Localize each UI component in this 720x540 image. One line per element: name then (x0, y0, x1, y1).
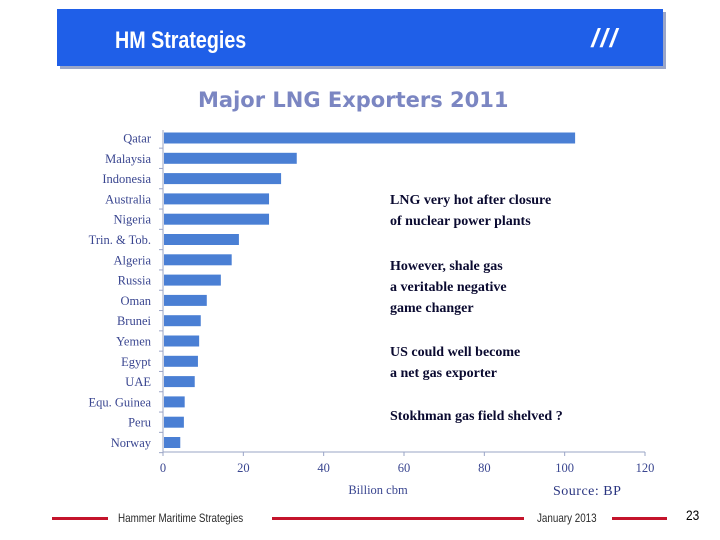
bar-6 (164, 254, 232, 266)
bar-15 (164, 437, 181, 448)
bar-9 (164, 315, 201, 327)
annotation-2-line-3: game changer (390, 301, 474, 316)
bar-0 (164, 132, 576, 144)
category-label-9: Brunei (117, 314, 152, 328)
category-label-13: Equ. Guinea (89, 395, 152, 409)
annotation-1-line-1: LNG very hot after closure (390, 193, 552, 208)
bar-2 (164, 173, 282, 185)
category-label-4: Nigeria (114, 213, 152, 227)
x-tick-label-3: 60 (398, 461, 411, 475)
annotation-3-line-1: US could well become (390, 345, 521, 360)
bar-13 (164, 396, 185, 408)
category-label-12: UAE (125, 375, 151, 389)
category-label-6: Algeria (114, 253, 152, 267)
category-label-2: Indonesia (102, 172, 151, 186)
category-label-5: Trin. & Tob. (89, 233, 151, 247)
bar-7 (164, 274, 221, 286)
annotation-3-line-2: a net gas exporter (390, 366, 497, 381)
header-mark: /// (591, 23, 619, 53)
category-label-15: Norway (111, 436, 152, 450)
bar-8 (164, 294, 207, 306)
footer-company: Hammer Maritime Strategies (118, 511, 244, 525)
category-label-14: Peru (128, 416, 152, 430)
x-tick-label-0: 0 (160, 461, 166, 475)
category-label-3: Australia (105, 192, 151, 206)
bar-14 (164, 416, 184, 428)
x-tick-label-6: 120 (636, 461, 655, 475)
page-number: 23 (686, 507, 700, 523)
footer-rule-right (612, 517, 667, 520)
source-note: Source: BP (553, 484, 622, 499)
header-title: HM Strategies (115, 27, 247, 54)
footer-rule-middle (272, 517, 524, 520)
annotation-4-line-1: Stokhman gas field shelved ? (390, 409, 563, 424)
bar-4 (164, 213, 270, 225)
annotation-2: However, shale gas a veritable negative … (390, 256, 507, 319)
x-axis-label: Billion cbm (348, 483, 408, 497)
bar-1 (164, 152, 297, 164)
footer-rule-left (52, 517, 108, 520)
x-tick-label-1: 20 (237, 461, 250, 475)
category-label-11: Egypt (121, 355, 151, 369)
bar-3 (164, 193, 270, 205)
bar-5 (164, 234, 239, 245)
category-label-7: Russia (118, 274, 152, 288)
bar-10 (164, 335, 200, 347)
x-tick-label-5: 100 (555, 461, 574, 475)
category-label-0: Qatar (123, 132, 152, 146)
header-bar: HM Strategies /// (57, 9, 663, 66)
footer-date: January 2013 (537, 511, 597, 525)
category-label-10: Yemen (116, 335, 152, 349)
annotation-4: Stokhman gas field shelved ? (390, 406, 563, 427)
annotation-2-line-2: a veritable negative (390, 280, 507, 295)
chart-title: Major LNG Exporters 2011 (198, 88, 509, 112)
annotation-1: LNG very hot after closure of nuclear po… (390, 190, 551, 232)
bar-11 (164, 355, 198, 367)
annotation-3: US could well become a net gas exporter (390, 342, 520, 384)
category-label-1: Malaysia (105, 152, 151, 166)
category-label-8: Oman (120, 294, 151, 308)
annotation-2-line-1: However, shale gas (390, 259, 503, 274)
annotation-1-line-2: of nuclear power plants (390, 214, 531, 229)
x-tick-label-4: 80 (478, 461, 491, 475)
x-tick-label-2: 40 (317, 461, 330, 475)
bar-12 (164, 376, 195, 388)
